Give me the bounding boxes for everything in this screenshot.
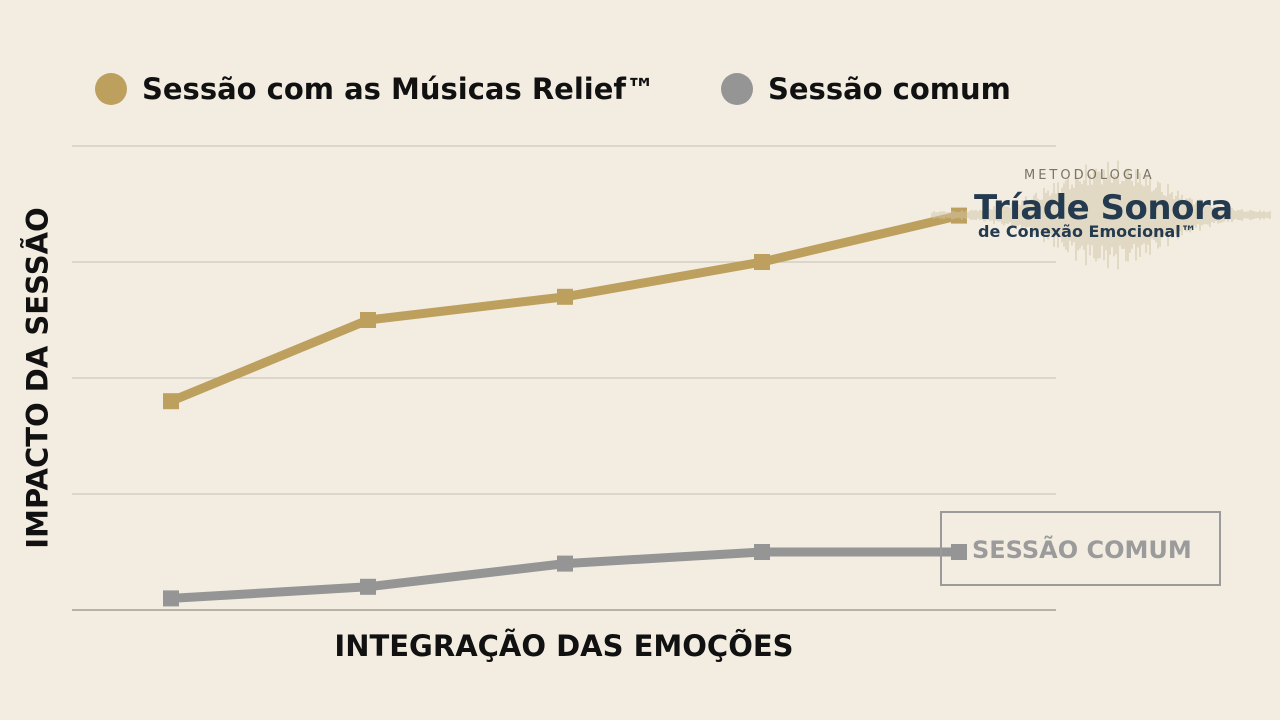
data-point-relief-5: [951, 207, 967, 224]
data-point-comum-1: [163, 590, 179, 607]
series-line-relief: [169, 211, 961, 406]
data-point-comum-3: [557, 555, 573, 572]
legend-label-comum: Sessão comum: [768, 72, 1011, 106]
data-point-relief-4: [754, 254, 770, 270]
legend-label-relief: Sessão com as Músicas Relief™: [142, 72, 656, 106]
legend-swatch-comum: [721, 73, 753, 105]
data-point-relief-3: [557, 288, 573, 305]
data-point-comum-2: [360, 578, 376, 595]
series-end-label: SESSÃO COMUM: [972, 536, 1192, 564]
logo-kicker: METODOLOGIA: [1024, 168, 1155, 183]
logo-subtitle: de Conexão Emocional™: [978, 222, 1197, 241]
logo-title: Tríade Sonora: [974, 188, 1233, 228]
data-point-comum-4: [754, 544, 770, 560]
series-end-label-box: [940, 511, 1221, 586]
data-point-relief-2: [360, 312, 376, 328]
data-point-comum-5: [951, 544, 967, 560]
x-axis-title: INTEGRAÇÃO DAS EMOÇÕES: [334, 629, 794, 663]
legend-swatch-relief: [95, 73, 127, 105]
y-axis-title: IMPACTO DA SESSÃO: [20, 207, 55, 549]
soundwave-icon: [931, 160, 1271, 270]
triade-sonora-logo: METODOLOGIA Tríade Sonora de Conexão Emo…: [930, 158, 1275, 278]
data-point-relief-1: [163, 393, 179, 410]
